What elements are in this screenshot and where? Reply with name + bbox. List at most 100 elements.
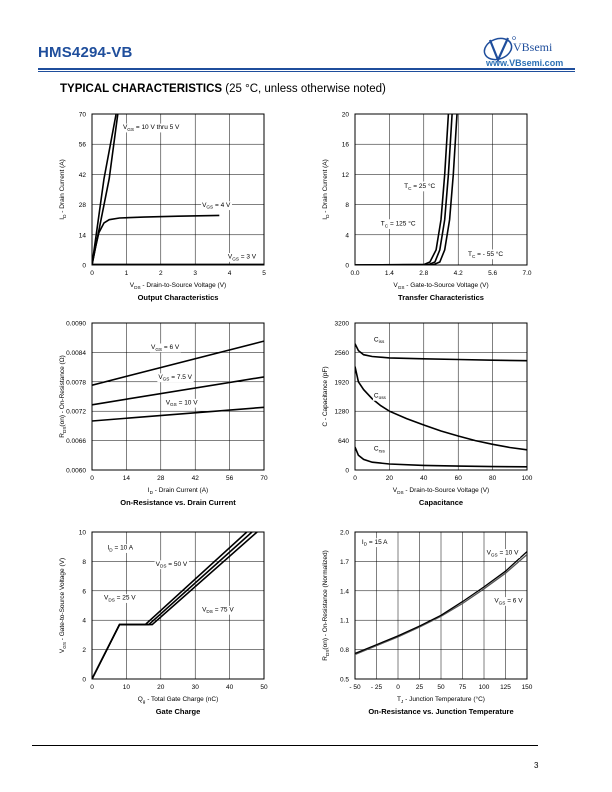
y-tick-label: 2 bbox=[82, 647, 86, 654]
y-tick-label: 1.1 bbox=[340, 618, 349, 625]
y-tick-label: 8 bbox=[82, 559, 86, 566]
annotation-label: ID = 10 A bbox=[107, 545, 133, 553]
y-tick-label: 0 bbox=[345, 468, 349, 475]
x-tick-label: 60 bbox=[455, 475, 463, 482]
output-characteristics-chart: 0 1 2 3 4 5 0 14 28 42 56 70 VGS = 10 V thru 5 V VGS … bbox=[59, 112, 266, 303]
annotation-backing bbox=[106, 544, 135, 553]
x-axis-label: VDS - Drain-to-Source Voltage (V) bbox=[393, 487, 489, 495]
x-tick-label: 56 bbox=[226, 475, 234, 482]
x-tick-label: 50 bbox=[260, 684, 268, 691]
annotation-backing bbox=[164, 398, 200, 408]
footer-rule bbox=[32, 745, 538, 746]
x-tick-label: 1 bbox=[125, 270, 129, 277]
y-tick-label: 1.4 bbox=[340, 588, 349, 595]
x-tick-label: 100 bbox=[522, 475, 533, 482]
y-tick-label: 0 bbox=[345, 263, 349, 270]
y-tick-label: 0.0066 bbox=[66, 438, 86, 445]
annotation-label: VDS = 25 V bbox=[104, 595, 136, 603]
x-tick-label: 42 bbox=[192, 475, 200, 482]
x-tick-label: 28 bbox=[157, 475, 165, 482]
series-line-2 bbox=[92, 376, 264, 406]
website-url[interactable]: www.VBsemi.com bbox=[486, 58, 564, 68]
x-axis-label: VDS - Drain-to-Source Voltage (V) bbox=[130, 282, 226, 290]
capacitance-chart: 0 20 40 60 80 100 0 640 1280 1920 2560 3200 Ciss Coss… bbox=[322, 321, 533, 508]
y-axis-label: ID - Drain Current (A) bbox=[322, 159, 330, 219]
x-axis-label: VGS - Gate-to-Source Voltage (V) bbox=[393, 282, 488, 290]
x-tick-label: 5.6 bbox=[488, 270, 497, 277]
x-tick-label: 0 bbox=[90, 475, 94, 482]
chart-title: Output Characteristics bbox=[138, 293, 219, 302]
vbsemi-logo-icon bbox=[483, 36, 516, 63]
y-tick-label: 0 bbox=[82, 263, 86, 270]
annotation-label: VGS = 10 V bbox=[487, 550, 520, 558]
header-rule-thin bbox=[38, 71, 575, 72]
series-line-3 bbox=[92, 406, 264, 422]
x-tick-label: 70 bbox=[260, 475, 268, 482]
annotation-backing bbox=[360, 538, 390, 548]
y-tick-label: 1280 bbox=[335, 409, 350, 416]
y-tick-label: 4 bbox=[82, 618, 86, 625]
x-axis-label: Qg - Total Gate Charge (nC) bbox=[138, 696, 219, 704]
annotation-backing bbox=[121, 123, 182, 133]
annotation-backing bbox=[485, 549, 521, 558]
y-tick-label: 0 bbox=[82, 677, 86, 684]
series-line-1 bbox=[355, 554, 527, 656]
y-axis-label: VGS - Gate-to-Source Voltage (V) bbox=[59, 558, 67, 653]
y-tick-label: 20 bbox=[342, 112, 350, 119]
y-tick-label: 12 bbox=[342, 172, 350, 179]
part-number: HMS4294-VB bbox=[38, 44, 133, 61]
x-tick-label: 80 bbox=[489, 475, 497, 482]
annotation-backing bbox=[493, 597, 525, 606]
annotation-backing bbox=[149, 343, 181, 353]
plot-area bbox=[91, 531, 265, 680]
x-tick-label: 40 bbox=[226, 684, 234, 691]
annotation-label: ID = 15 A bbox=[362, 539, 388, 547]
series-line-3 bbox=[92, 532, 258, 679]
on-resistance-vs-drain-current-chart: 0 14 28 42 56 70 0.0060 0.0066 0.0072 0.0078 0.008… bbox=[59, 321, 268, 508]
y-axis-label: RDS(on) - On-Resistance (Normalized) bbox=[322, 550, 330, 661]
y-tick-label: 0.8 bbox=[340, 647, 349, 654]
annotation-label: VGS = 10 V bbox=[166, 399, 199, 407]
annotation-label: TC = 125 °C bbox=[381, 220, 416, 229]
series-line-1 bbox=[92, 340, 264, 386]
x-tick-label: 40 bbox=[420, 475, 428, 482]
x-tick-label: - 50 bbox=[349, 684, 361, 691]
series-line-3 bbox=[92, 214, 220, 265]
x-tick-label: 30 bbox=[192, 684, 200, 691]
y-tick-label: 6 bbox=[82, 588, 86, 595]
y-tick-label: 0.0060 bbox=[66, 468, 86, 475]
x-tick-label: 0 bbox=[90, 684, 94, 691]
y-tick-label: 2.0 bbox=[340, 530, 349, 537]
x-tick-label: 3 bbox=[193, 270, 197, 277]
on-resistance-vs-junction-temperature-chart: - 50 - 25 0 25 50 75 100 125 150 0.5 0.8 1.1 1.4 1.7 2… bbox=[322, 530, 533, 717]
annotation-label: VGS = 3 V bbox=[228, 254, 257, 262]
x-tick-label: 25 bbox=[416, 684, 424, 691]
annotation-label: VDS = 50 V bbox=[156, 561, 188, 569]
series-line-1 bbox=[92, 114, 117, 265]
x-tick-label: 125 bbox=[500, 684, 511, 691]
x-axis-label: ID - Drain Current (A) bbox=[148, 487, 208, 495]
y-tick-label: 4 bbox=[345, 232, 349, 239]
x-tick-label: 7.0 bbox=[522, 270, 531, 277]
header-rule bbox=[38, 68, 575, 70]
annotation-backing bbox=[157, 373, 194, 383]
y-tick-label: 2560 bbox=[335, 350, 350, 357]
annotation-backing bbox=[403, 181, 437, 192]
x-axis-label: TJ - Junction Temperature (°C) bbox=[397, 695, 485, 704]
page-number: 3 bbox=[534, 761, 539, 770]
y-tick-label: 640 bbox=[338, 438, 349, 445]
y-tick-label: 70 bbox=[79, 112, 87, 119]
x-tick-label: 0 bbox=[396, 684, 400, 691]
series-line-2 bbox=[355, 366, 527, 451]
annotation-backing bbox=[201, 605, 236, 615]
annotation-backing bbox=[372, 335, 386, 345]
annotation-backing bbox=[226, 253, 258, 262]
y-axis-label: ID - Drain Current (A) bbox=[59, 159, 67, 219]
y-tick-label: 8 bbox=[345, 202, 349, 209]
x-tick-label: 0 bbox=[353, 475, 357, 482]
y-tick-label: 1920 bbox=[335, 379, 350, 386]
brand-name: VBsemi bbox=[513, 40, 553, 54]
y-tick-label: 1.7 bbox=[340, 559, 349, 566]
annotation-backing bbox=[103, 594, 138, 603]
annotation-label: Ciss bbox=[374, 336, 385, 344]
